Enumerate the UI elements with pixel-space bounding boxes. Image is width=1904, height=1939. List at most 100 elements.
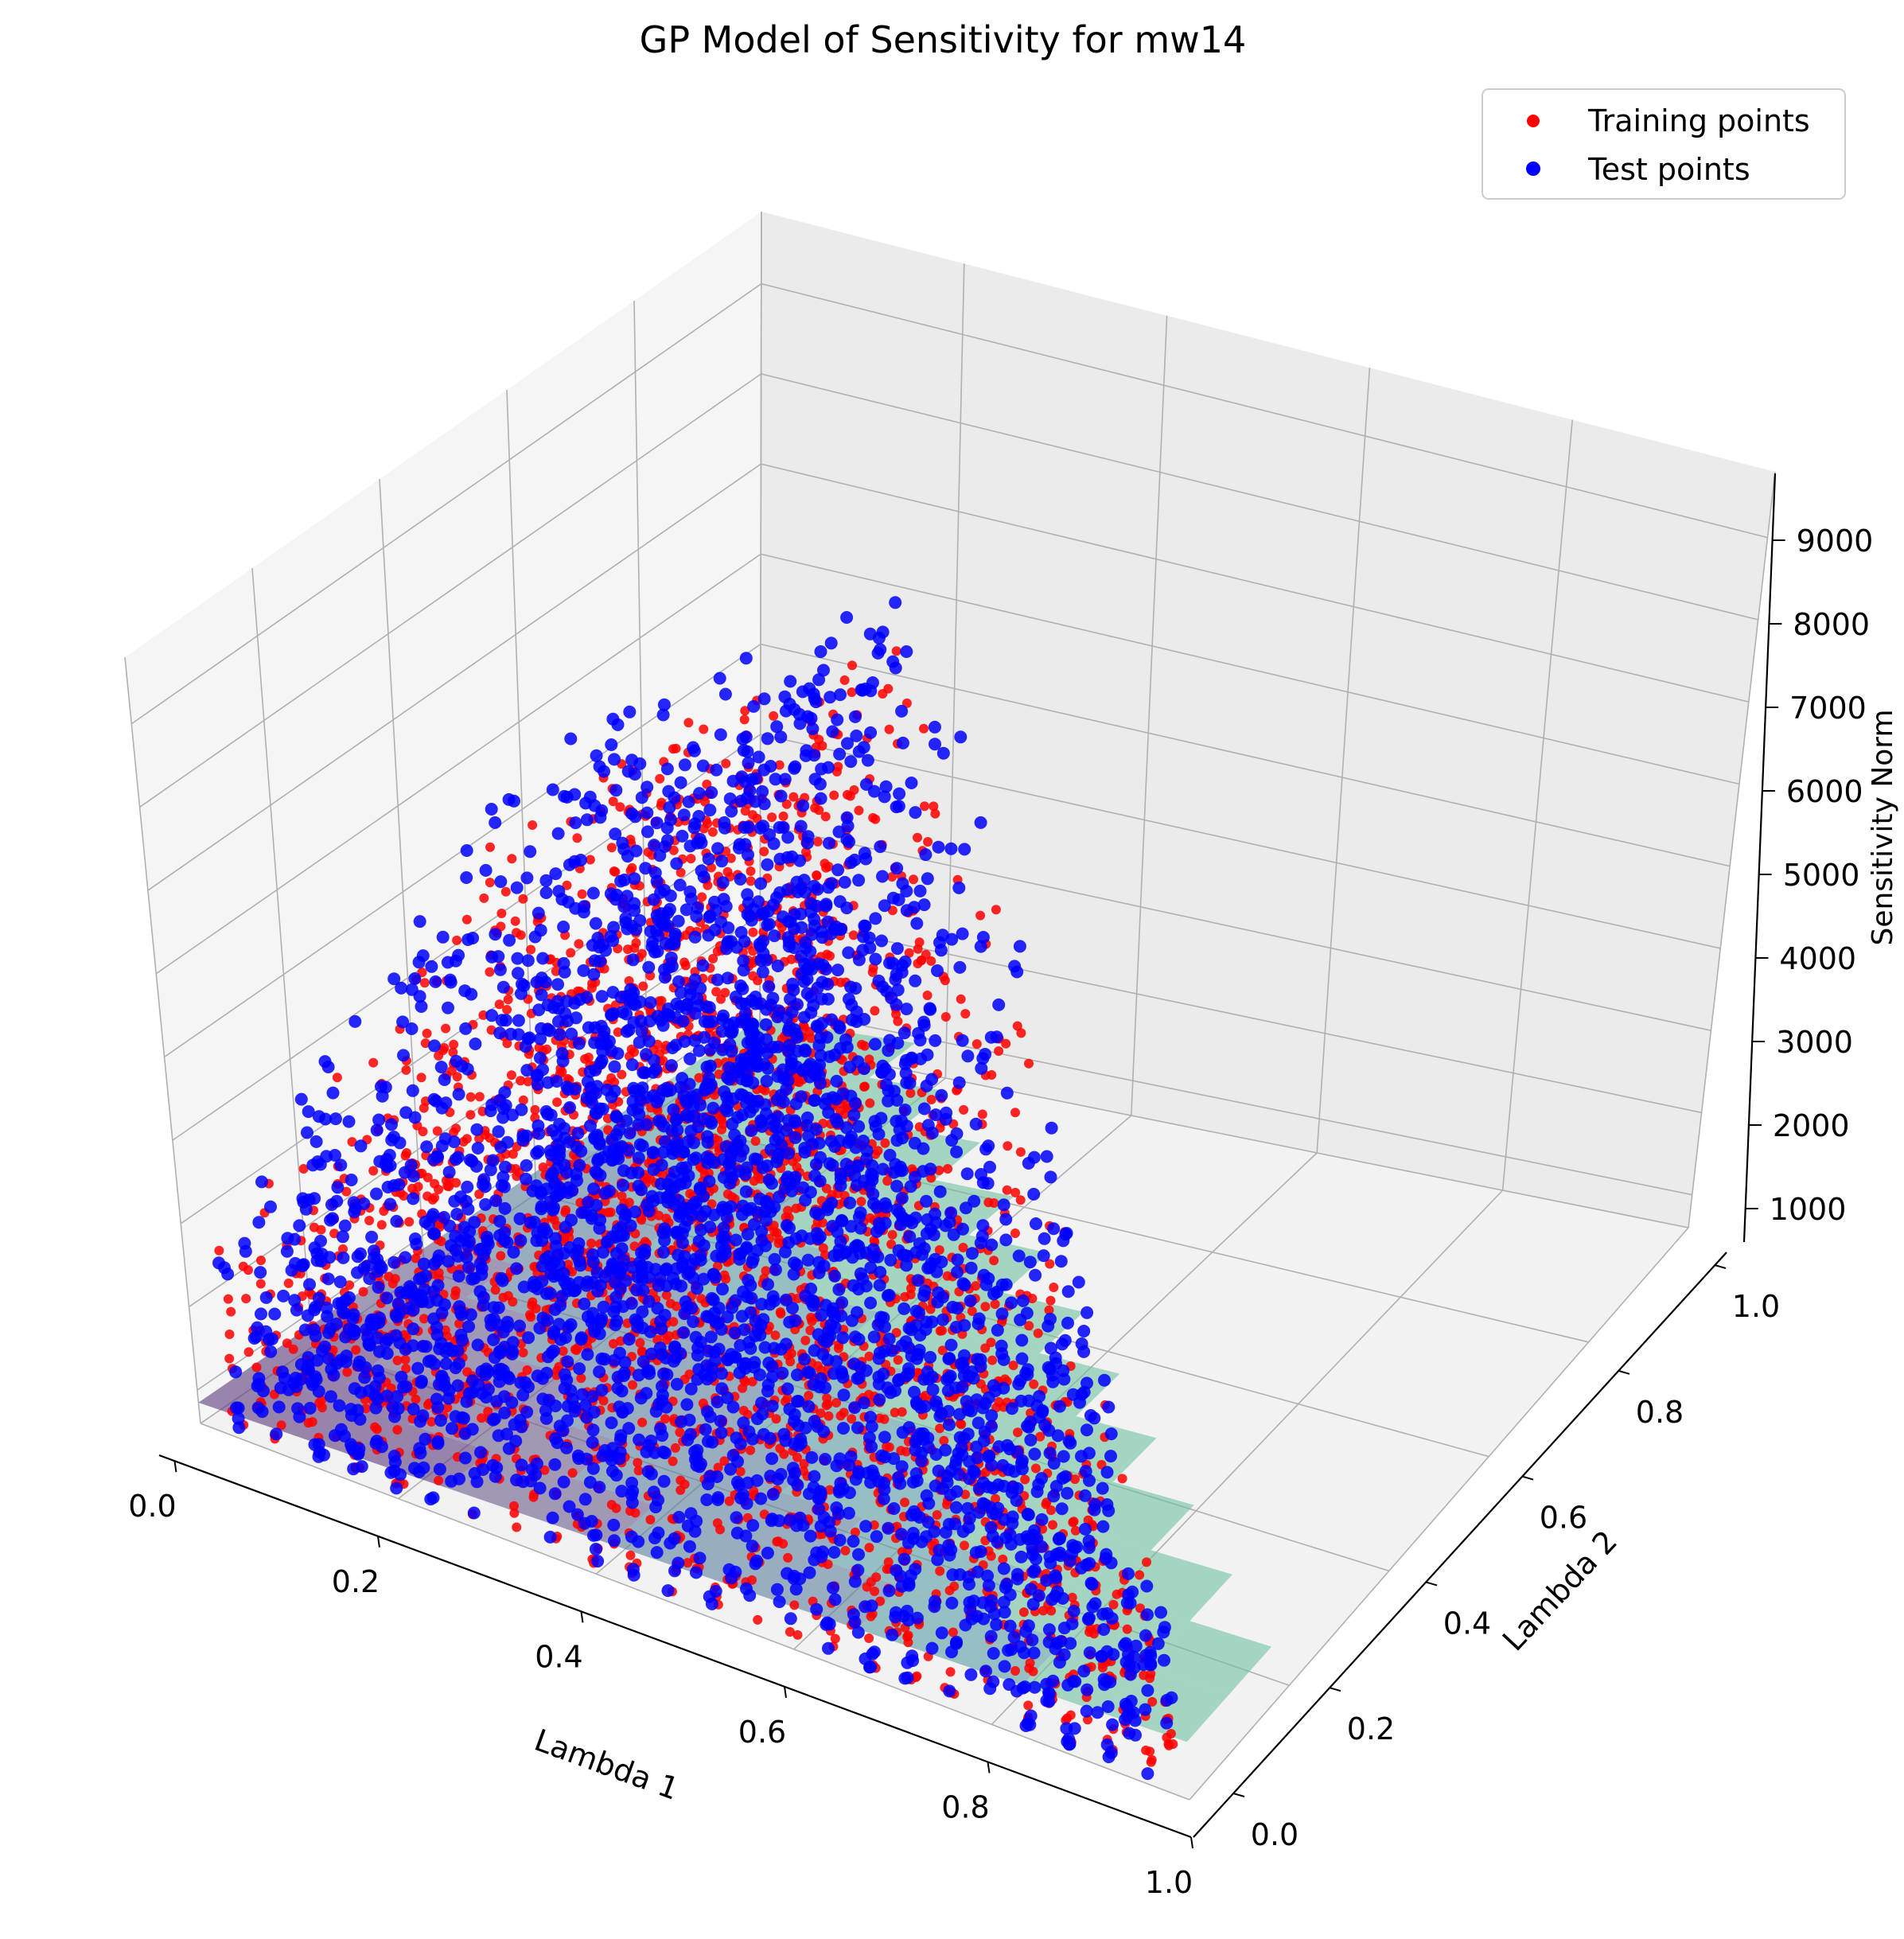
test-point [1124, 1695, 1138, 1707]
test-point [696, 759, 710, 773]
training-point [884, 724, 894, 734]
test-point [354, 1247, 367, 1260]
test-point [765, 1452, 779, 1466]
test-point [897, 1026, 911, 1040]
test-point [1003, 1443, 1016, 1456]
test-point [929, 1034, 942, 1047]
training-point [626, 1044, 637, 1054]
test-point [404, 1158, 418, 1172]
test-point [827, 1546, 841, 1559]
test-point [837, 1422, 850, 1435]
test-point [413, 915, 426, 929]
test-point [714, 728, 727, 742]
test-point [546, 1511, 559, 1524]
test-point [897, 1302, 911, 1315]
training-point [905, 1088, 916, 1098]
training-point [526, 944, 536, 955]
training-point [989, 1198, 999, 1208]
training-point [721, 758, 731, 769]
grid-line-y [506, 389, 537, 1194]
test-point [384, 1466, 398, 1479]
training-point [1122, 1624, 1132, 1634]
test-point [1088, 1497, 1102, 1511]
test-point [595, 1352, 609, 1365]
training-point [392, 1355, 403, 1365]
grid-line-z [761, 463, 1750, 703]
training-point [1084, 1627, 1095, 1637]
test-point [773, 852, 787, 866]
test-point [1026, 1633, 1039, 1647]
training-point [913, 944, 923, 954]
training-point [740, 706, 750, 716]
training-point [1097, 1663, 1108, 1672]
training-point [975, 910, 986, 921]
test-point [909, 1435, 922, 1449]
training-point [977, 1109, 987, 1119]
test-point [788, 760, 802, 773]
test-point [1027, 1187, 1041, 1201]
test-point [1080, 1306, 1094, 1319]
training-point [699, 724, 709, 734]
test-point [734, 979, 747, 992]
training-point [283, 1278, 294, 1288]
test-point [1049, 1351, 1062, 1365]
training-point [255, 1279, 266, 1289]
grid-line-z [761, 282, 1768, 539]
training-point [686, 854, 696, 864]
test-point [384, 1197, 397, 1211]
test-point [678, 1307, 691, 1321]
test-point [726, 1117, 739, 1131]
test-point [494, 875, 508, 889]
test-point [432, 1377, 446, 1391]
test-point [928, 1525, 941, 1539]
training-point [932, 1510, 942, 1520]
test-point [737, 954, 750, 968]
test-point [873, 1279, 886, 1292]
test-point [979, 1665, 992, 1678]
test-point [574, 1333, 588, 1346]
training-point [436, 1236, 446, 1247]
test-point [1043, 1446, 1057, 1460]
test-point [677, 808, 691, 822]
training-point [668, 1456, 678, 1466]
training-point [411, 1394, 421, 1404]
training-point [1142, 1557, 1151, 1567]
test-point [441, 956, 454, 969]
training-point [901, 1446, 911, 1457]
test-point [683, 1052, 697, 1065]
test-point [433, 1462, 446, 1476]
training-point [683, 1558, 693, 1568]
test-point [530, 1147, 543, 1160]
training-point [518, 894, 528, 904]
test-point [507, 1245, 520, 1259]
training-point [769, 711, 779, 721]
training-point [1147, 1696, 1158, 1707]
test-point [397, 1049, 410, 1062]
test-point [651, 1302, 664, 1315]
test-point [781, 1382, 794, 1396]
test-point [784, 1612, 797, 1626]
training-point [738, 1383, 748, 1393]
training-point [724, 1496, 734, 1506]
test-point [703, 804, 717, 817]
test-point [548, 1487, 562, 1501]
test-point [611, 718, 625, 731]
training-point [282, 1338, 292, 1349]
training-point [989, 1256, 999, 1266]
test-point [1035, 1513, 1049, 1526]
training-point [1049, 1283, 1059, 1292]
test-point [1098, 1373, 1111, 1387]
training-point [937, 1345, 948, 1356]
test-point [821, 977, 835, 991]
training-point [864, 1543, 874, 1553]
test-point [587, 1182, 601, 1196]
test-point [1100, 1548, 1113, 1561]
chart-title: GP Model of Sensitivity for mw14 [640, 18, 1247, 61]
test-point [1047, 1222, 1061, 1236]
test-point [1083, 1646, 1096, 1660]
training-point [479, 893, 489, 903]
test-point [716, 1283, 729, 1296]
training-point [761, 1266, 771, 1276]
test-point [716, 876, 730, 890]
